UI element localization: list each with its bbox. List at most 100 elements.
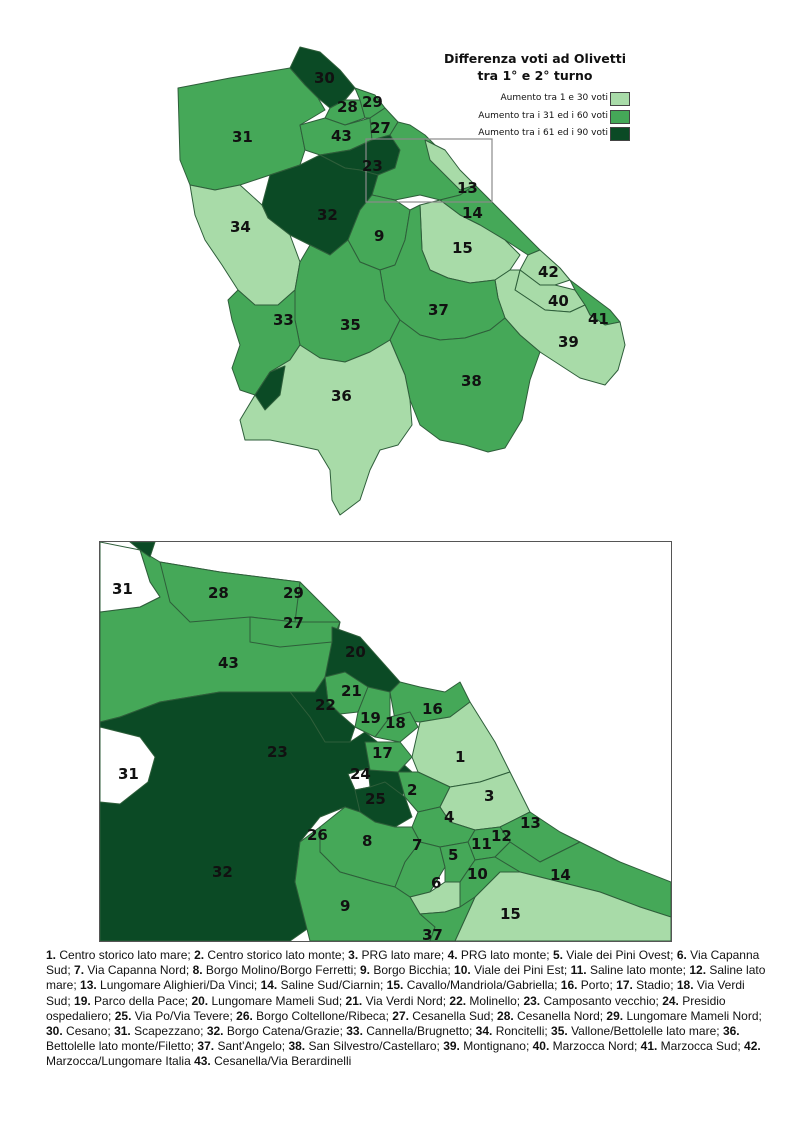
inset-label-11: 11 (471, 835, 492, 853)
label-9: 9 (374, 227, 384, 245)
caption-entry-name: Lungomare Alighieri/Da Vinci; (96, 978, 261, 993)
caption-entry-name: Cesano; (62, 1024, 115, 1039)
caption-entry-name: Montignano; (459, 1039, 533, 1054)
caption-entry-name: Saline Sud/Ciarnin; (277, 978, 387, 993)
caption-entry-name: Marzocca/Lungomare Italia (46, 1054, 195, 1069)
caption-entry-number: 19. (74, 993, 91, 1008)
legend-title: Differenza voti ad Olivetti tra 1° e 2° … (430, 50, 640, 84)
caption-entry-number: 2. (194, 948, 205, 962)
caption-entry-number: 20. (191, 993, 209, 1008)
legend-row-high: Aumento tra i 61 ed i 90 voti (440, 127, 630, 141)
caption-entry: 38. San Silvestro/Castellaro; (288, 1039, 443, 1053)
caption-entry-number: 31. (114, 1024, 131, 1039)
label-32: 32 (317, 206, 338, 224)
caption-entry-name: Marzocca Sud; (657, 1039, 745, 1054)
caption-entry-number: 37. (197, 1039, 215, 1054)
inset-zone-30 (129, 542, 156, 558)
label-33: 33 (273, 311, 294, 329)
caption-entry-name: Borgo Bicchia; (370, 963, 455, 978)
caption-entry-name: Saline lato mare; (46, 963, 766, 993)
caption-entry-name: Cannella/Brugnetto; (362, 1024, 476, 1039)
caption-entry-number: 26. (236, 1008, 253, 1023)
inset-label-28: 28 (208, 584, 229, 602)
caption-entry-name: Via Po/Via Tevere; (131, 1008, 237, 1023)
caption-entry: 10. Viale dei Pini Est; (454, 963, 571, 977)
caption-entry-number: 39. (443, 1039, 460, 1054)
legend-row-low: Aumento tra 1 e 30 voti (440, 92, 630, 106)
caption-entry: 28. Cesanella Nord; (497, 1009, 606, 1023)
legend-label-high: Aumento tra i 61 ed i 90 voti (478, 128, 608, 138)
caption-entry-name: Borgo Coltellone/Ribeca; (252, 1008, 393, 1023)
caption-entry: 13. Lungomare Alighieri/Da Vinci; (80, 978, 261, 992)
inset-zone-37 (419, 896, 476, 941)
caption-entry-name: Camposanto vecchio; (540, 993, 663, 1008)
legend-title-line2: tra 1° e 2° turno (477, 68, 593, 83)
caption-entry-number: 15. (386, 978, 404, 993)
caption-entry: 12. Saline lato mare; (46, 963, 765, 992)
caption-entry: 16. Porto; (561, 978, 616, 992)
caption-entry-name: Parco della Pace; (90, 993, 192, 1008)
inset-zone-31b (100, 726, 156, 805)
zone-center-light (424, 139, 476, 191)
caption-entry-number: 7. (74, 963, 85, 978)
caption-entry: 41. Marzocca Sud; (641, 1039, 744, 1053)
caption-entry-name: Via Verdi Sud; (46, 978, 745, 1008)
caption-entry: 42. Marzocca/Lungomare Italia (46, 1039, 761, 1068)
caption-entry: 32. Borgo Catena/Grazie; (207, 1024, 346, 1038)
caption-entry-name: Lungomare Mameli Sud; (208, 993, 346, 1008)
label-23: 23 (362, 157, 383, 175)
label-31: 31 (232, 128, 253, 146)
caption-entry: 4. PRG lato monte; (448, 948, 553, 962)
caption-entry: 9. Borgo Bicchia; (360, 963, 454, 977)
inset-label-5: 5 (448, 846, 458, 864)
caption-entry-number: 4. (447, 948, 458, 962)
caption-entry: 24. Presidio ospedaliero; (46, 994, 726, 1023)
label-40: 40 (548, 292, 569, 310)
caption-entry: 1. Centro storico lato mare; (46, 948, 194, 962)
caption-entry-number: 13. (80, 978, 97, 993)
caption-entry: 19. Parco della Pace; (74, 994, 191, 1008)
caption-entry-number: 30. (46, 1024, 63, 1039)
label-43: 43 (331, 127, 352, 145)
caption-entry-name: Scapezzano; (130, 1024, 207, 1039)
caption-entry-name: Via Capanna Sud; (46, 948, 760, 978)
inset-zone-28 (159, 561, 301, 623)
caption-entry-name: Cavallo/Mandriola/Gabriella; (403, 978, 561, 993)
inset-label-24: 24 (350, 765, 371, 783)
inset-label-43: 43 (218, 654, 239, 672)
label-34: 34 (230, 218, 251, 236)
legend-swatch-low (610, 92, 630, 106)
caption-entry-number: 33. (346, 1024, 363, 1039)
inset-label-3: 3 (484, 787, 494, 805)
caption-entry-name: Vallone/Bettolelle lato mare; (567, 1024, 723, 1039)
caption-entry-number: 9. (359, 963, 370, 978)
caption-entry-number: 8. (192, 963, 203, 978)
caption-entry-name: Sant'Angelo; (214, 1039, 289, 1054)
caption-entry: 43. Cesanella/Via Berardinelli (194, 1054, 351, 1068)
label-14: 14 (462, 204, 483, 222)
inset-label-12: 12 (491, 827, 512, 845)
caption-entry: 25. Via Po/Via Tevere; (115, 1009, 236, 1023)
caption-entry-name: Borgo Molino/Borgo Ferretti; (202, 963, 360, 978)
caption-entry-name: Borgo Catena/Grazie; (223, 1024, 347, 1039)
inset-label-29: 29 (283, 584, 304, 602)
inset-label-22: 22 (315, 696, 336, 714)
zone-38 (389, 317, 541, 453)
inset-label-14: 14 (550, 866, 571, 884)
caption-entry-name: Cesanella Sud; (408, 1008, 498, 1023)
zone-36 (239, 339, 413, 516)
caption-entry-name: PRG lato mare; (358, 948, 448, 962)
caption-entry: 39. Montignano; (443, 1039, 532, 1053)
inset-marker (365, 138, 493, 203)
inset-label-32: 32 (212, 863, 233, 881)
caption-entry-number: 40. (532, 1039, 550, 1054)
caption-entry: 2. Centro storico lato monte; (194, 948, 348, 962)
inset-label-10: 10 (467, 865, 488, 883)
caption-entry-name: Roncitelli; (492, 1024, 552, 1039)
caption-entry-name: Lungomare Mameli Nord; (623, 1008, 762, 1023)
caption-entry-name: Cesanella/Via Berardinelli (210, 1054, 352, 1069)
inset-label-1: 1 (455, 748, 465, 766)
caption-entry-number: 22. (449, 993, 467, 1008)
caption-entry-number: 25. (114, 1008, 132, 1023)
caption-entry: 20. Lungomare Mameli Sud; (191, 994, 345, 1008)
